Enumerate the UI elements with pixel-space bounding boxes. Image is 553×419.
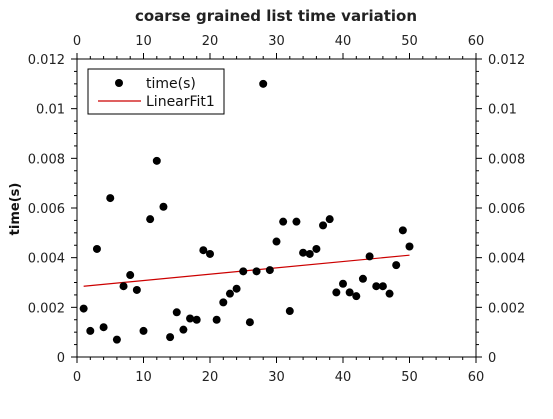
data-point <box>172 308 181 317</box>
data-point <box>292 217 301 226</box>
legend-label: LinearFit1 <box>146 94 215 110</box>
data-point <box>392 261 401 270</box>
data-point <box>252 267 261 276</box>
chart-title: coarse grained list time variation <box>135 7 417 25</box>
y-tick-label-right: 0.008 <box>488 152 525 167</box>
x-tick-label-top: 40 <box>335 34 352 49</box>
x-tick-label-bottom: 10 <box>135 370 152 385</box>
y-tick-label-left: 0.002 <box>28 301 65 316</box>
data-point <box>345 288 354 297</box>
x-tick-label-top: 60 <box>468 34 485 49</box>
data-point <box>339 279 347 288</box>
data-point <box>86 326 95 335</box>
y-tick-label-right: 0.012 <box>488 53 525 68</box>
y-tick-label-right: 0.002 <box>488 301 525 316</box>
x-tick-label-bottom: 30 <box>268 370 285 385</box>
data-point <box>186 314 195 323</box>
data-point <box>325 215 334 224</box>
y-tick-label-left: 0.006 <box>28 202 65 217</box>
data-point <box>405 242 414 251</box>
x-tick-label-bottom: 40 <box>335 370 352 385</box>
data-point <box>206 249 214 258</box>
data-point <box>159 202 168 211</box>
data-point <box>192 315 201 324</box>
data-point <box>179 325 188 334</box>
data-point <box>378 282 387 291</box>
y-tick-label-left: 0.012 <box>28 53 65 68</box>
x-tick-label-bottom: 0 <box>73 370 81 385</box>
legend-box <box>87 68 225 115</box>
data-point <box>358 274 367 283</box>
data-point <box>319 221 328 230</box>
data-point <box>365 252 374 261</box>
x-tick-label-bottom: 50 <box>401 370 418 385</box>
data-point <box>372 282 381 291</box>
data-point <box>99 323 108 332</box>
data-point <box>232 284 241 293</box>
legend-marker <box>115 79 123 87</box>
data-point <box>332 288 341 297</box>
data-point <box>212 315 221 324</box>
y-tick-label-right: 0 <box>488 351 496 366</box>
data-point <box>126 271 135 280</box>
data-point <box>299 248 308 257</box>
data-point <box>398 226 407 235</box>
data-point <box>152 156 161 165</box>
data-point <box>265 266 274 275</box>
data-point <box>132 285 141 294</box>
x-tick-label-top: 20 <box>202 34 219 49</box>
data-point <box>225 289 234 298</box>
data-point <box>272 237 281 246</box>
data-point <box>139 326 148 335</box>
data-point <box>279 217 288 226</box>
data-point <box>119 282 128 291</box>
data-point <box>259 79 268 88</box>
data-point <box>305 249 314 258</box>
x-tick-label-bottom: 60 <box>468 370 485 385</box>
data-point <box>385 289 394 298</box>
data-point <box>199 246 208 255</box>
data-point <box>79 304 88 313</box>
data-point <box>239 267 248 276</box>
legend-label: time(s) <box>146 76 196 92</box>
data-point <box>285 307 294 316</box>
data-point <box>146 215 155 224</box>
y-tick-label-right: 0.004 <box>488 252 525 267</box>
data-point <box>106 194 115 203</box>
x-tick-label-top: 50 <box>401 34 418 49</box>
x-tick-label-top: 0 <box>73 34 81 49</box>
y-tick-label-left: 0.01 <box>36 103 65 118</box>
y-tick-label-right: 0.01 <box>488 103 517 118</box>
x-tick-label-top: 30 <box>268 34 285 49</box>
data-point <box>92 244 101 253</box>
data-point <box>166 333 175 342</box>
x-tick-label-bottom: 20 <box>202 370 219 385</box>
y-tick-label-left: 0.008 <box>28 152 65 167</box>
y-tick-label-left: 0.004 <box>28 252 65 267</box>
data-point <box>312 244 321 253</box>
data-point <box>112 335 121 344</box>
data-point <box>352 292 361 301</box>
y-tick-label-left: 0 <box>57 351 65 366</box>
x-tick-label-top: 10 <box>135 34 152 49</box>
data-point <box>245 318 254 327</box>
y-tick-label-right: 0.006 <box>488 202 525 217</box>
data-point <box>219 298 228 307</box>
y-axis-label: time(s) <box>8 183 23 236</box>
